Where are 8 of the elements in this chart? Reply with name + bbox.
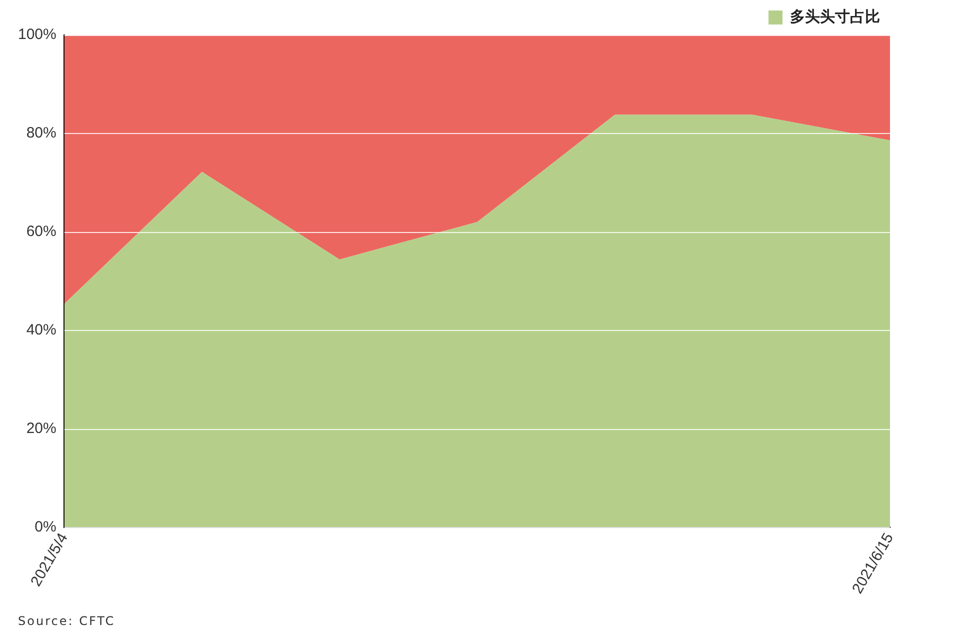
source-note: Source: CFTC bbox=[18, 614, 116, 628]
y-tick-label: 0% bbox=[34, 518, 56, 536]
y-tick-label: 80% bbox=[26, 124, 56, 142]
y-tick-label: 100% bbox=[18, 26, 56, 44]
y-tick-label: 60% bbox=[26, 223, 56, 240]
legend-label: 多头头寸占比 bbox=[790, 8, 880, 26]
y-tick-label: 40% bbox=[26, 321, 56, 338]
y-tick-label: 20% bbox=[26, 420, 56, 437]
